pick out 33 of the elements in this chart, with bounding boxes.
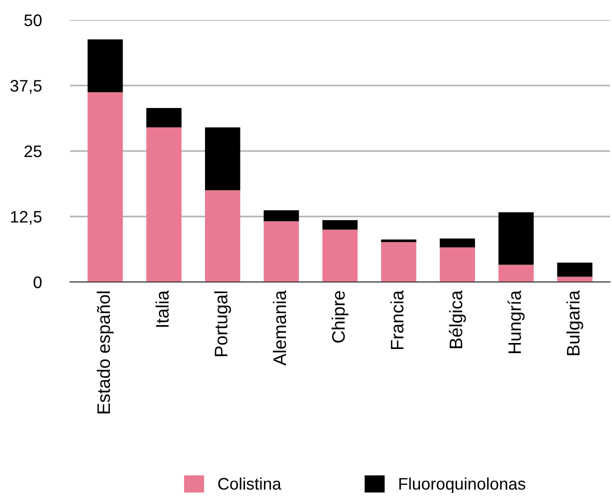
bar bbox=[322, 230, 358, 282]
bar bbox=[322, 220, 358, 230]
bar bbox=[381, 242, 416, 282]
bar bbox=[440, 247, 475, 282]
bar bbox=[205, 127, 240, 190]
x-tick-label: Estado español bbox=[96, 292, 114, 414]
y-tick-label: 37,5 bbox=[10, 80, 42, 94]
x-tick-label: Italia bbox=[155, 290, 169, 327]
bar bbox=[264, 210, 299, 222]
y-tick-label: 12,5 bbox=[11, 210, 42, 225]
x-tick-label: Bélgica bbox=[448, 290, 466, 348]
bar bbox=[88, 92, 123, 282]
y-tick-label: 25 bbox=[24, 145, 42, 158]
bar bbox=[440, 238, 475, 248]
y-tick-label: 50 bbox=[24, 14, 42, 26]
bar bbox=[498, 264, 534, 282]
x-tick-label: Portugal bbox=[214, 292, 232, 356]
bar bbox=[146, 127, 182, 282]
legend-label: Colistina bbox=[218, 477, 282, 490]
legend-label: Fluoroquinolonas bbox=[399, 477, 526, 494]
bar bbox=[498, 212, 534, 265]
bar bbox=[88, 39, 123, 92]
x-tick-label: Bulgaria bbox=[566, 290, 584, 356]
x-tick-label: Hungría bbox=[508, 290, 525, 354]
x-tick-label: Alemania bbox=[272, 290, 286, 366]
bar bbox=[205, 190, 240, 282]
y-tick-label: 0 bbox=[34, 276, 42, 288]
bar bbox=[264, 221, 299, 282]
x-tick-label: Chipre bbox=[332, 291, 348, 343]
bar bbox=[557, 262, 592, 277]
bar bbox=[146, 108, 182, 128]
x-tick-label: Francia bbox=[390, 290, 404, 350]
bar bbox=[381, 240, 416, 242]
